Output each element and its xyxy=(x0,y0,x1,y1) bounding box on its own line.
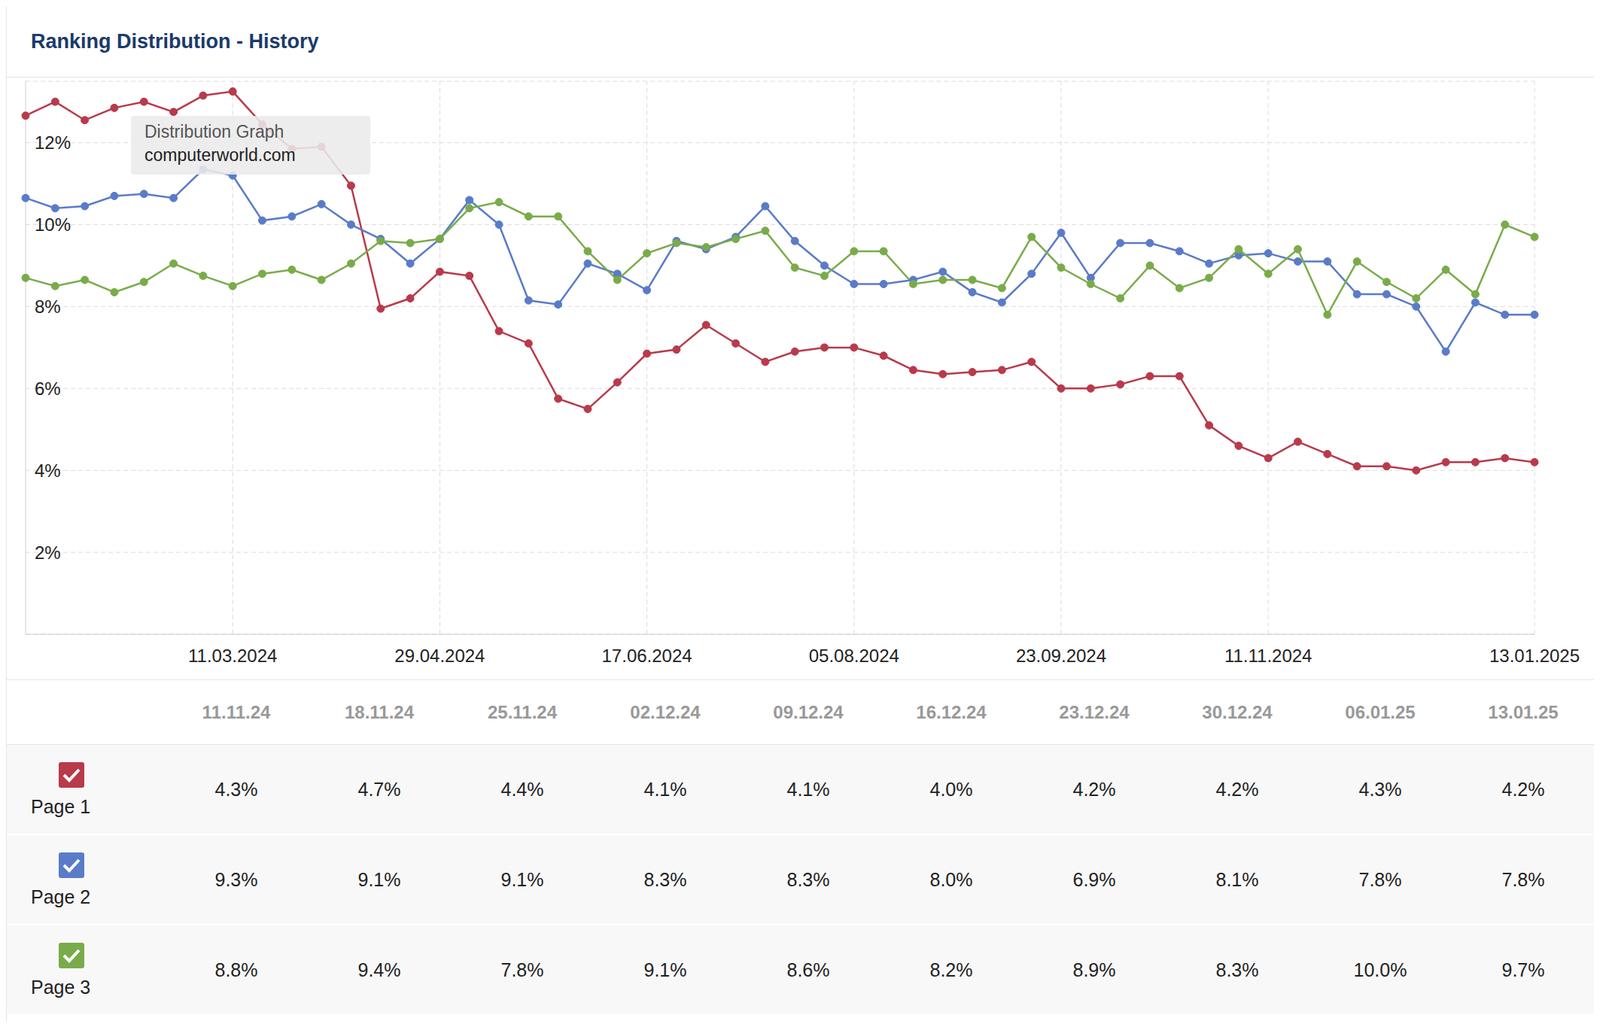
svg-text:17.06.2024: 17.06.2024 xyxy=(602,645,693,667)
svg-text:29.04.2024: 29.04.2024 xyxy=(394,645,485,667)
html-text:4.1%: 4.1% xyxy=(786,778,830,800)
html-text:23.12.24: 23.12.24 xyxy=(1059,701,1130,723)
html-text:11.11.24: 11.11.24 xyxy=(202,701,271,723)
svg-text:8%: 8% xyxy=(34,296,61,317)
svg-text:12%: 12% xyxy=(34,132,71,153)
html-text:4.2%: 4.2% xyxy=(1215,778,1259,800)
html-text:30.12.24: 30.12.24 xyxy=(1202,701,1273,723)
html-text:09.12.24: 09.12.24 xyxy=(773,701,844,723)
svg-text:6%: 6% xyxy=(34,378,61,399)
svg-text:05.08.2024: 05.08.2024 xyxy=(809,645,900,667)
html-text:8.3%: 8.3% xyxy=(1215,959,1259,981)
html-text:13.01.25: 13.01.25 xyxy=(1488,701,1559,723)
html-text:16.12.24: 16.12.24 xyxy=(916,701,987,723)
html-text:4.2%: 4.2% xyxy=(1501,778,1545,800)
html-text:8.6%: 8.6% xyxy=(786,959,830,981)
html-text:9.1%: 9.1% xyxy=(643,959,687,981)
html-text:9.7%: 9.7% xyxy=(1501,959,1545,981)
html-text:4.0%: 4.0% xyxy=(929,778,973,800)
html-text:8.3%: 8.3% xyxy=(786,868,830,890)
html-text:8.1%: 8.1% xyxy=(1215,868,1259,890)
svg-text:4%: 4% xyxy=(34,460,61,481)
html-text:18.11.24: 18.11.24 xyxy=(344,701,414,723)
svg-text:10%: 10% xyxy=(34,214,71,235)
html-text:4.3%: 4.3% xyxy=(1358,778,1402,800)
html-text:8.8%: 8.8% xyxy=(214,959,258,981)
html-text:8.9%: 8.9% xyxy=(1072,959,1116,981)
html-text:9.4%: 9.4% xyxy=(357,959,401,981)
svg-text:11.03.2024: 11.03.2024 xyxy=(188,645,277,667)
html-text:6.9%: 6.9% xyxy=(1072,868,1116,890)
html-text:Page 1: Page 1 xyxy=(30,795,91,817)
svg-text:23.09.2024: 23.09.2024 xyxy=(1015,645,1107,667)
html-text:Page 3: Page 3 xyxy=(30,976,91,998)
html-text:06.01.25: 06.01.25 xyxy=(1345,701,1416,723)
html-text:8.3%: 8.3% xyxy=(643,868,687,890)
html-text:8.0%: 8.0% xyxy=(929,868,973,890)
html-text:25.11.24: 25.11.24 xyxy=(487,701,557,723)
html-text:02.12.24: 02.12.24 xyxy=(630,701,701,723)
html-text:9.3%: 9.3% xyxy=(214,868,258,890)
html-text:4.4%: 4.4% xyxy=(500,778,544,800)
html-text:7.8%: 7.8% xyxy=(1358,868,1402,890)
html-text:8.2%: 8.2% xyxy=(929,959,973,981)
html-text:Page 2: Page 2 xyxy=(30,886,91,908)
html-text:4.1%: 4.1% xyxy=(643,778,687,800)
html-text:computerworld.com: computerworld.com xyxy=(144,145,296,165)
html-text:Distribution Graph: Distribution Graph xyxy=(144,121,285,142)
svg-text:13.01.2025: 13.01.2025 xyxy=(1489,645,1580,667)
html-text:9.1%: 9.1% xyxy=(500,868,544,890)
svg-text:11.11.2024: 11.11.2024 xyxy=(1224,645,1313,667)
html-text:7.8%: 7.8% xyxy=(1501,868,1545,890)
svg-text:2%: 2% xyxy=(34,542,61,563)
html-text:10.0%: 10.0% xyxy=(1353,959,1407,981)
html-text:7.8%: 7.8% xyxy=(500,959,544,981)
html-text:4.2%: 4.2% xyxy=(1072,778,1116,800)
html-text:9.1%: 9.1% xyxy=(357,868,401,890)
html-text:4.3%: 4.3% xyxy=(214,778,258,800)
html-text:4.7%: 4.7% xyxy=(357,778,401,800)
html-text:Ranking Distribution - History: Ranking Distribution - History xyxy=(30,29,319,53)
